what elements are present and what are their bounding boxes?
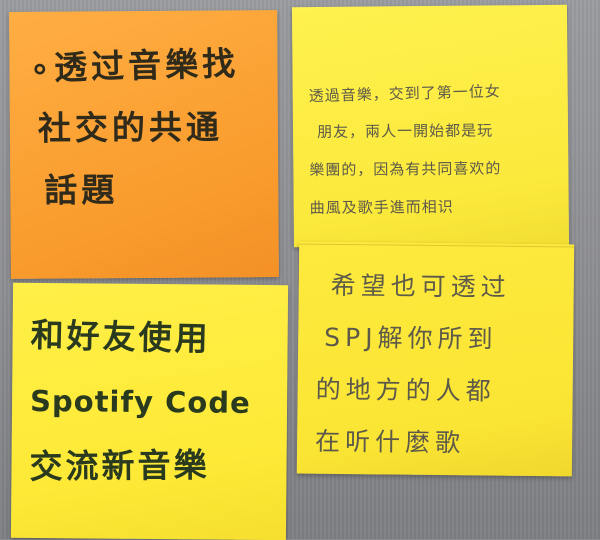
note-line: ∘透过音樂找: [28, 43, 240, 88]
note-line: SPJ解你所到: [324, 322, 498, 354]
sticky-note-orange: ∘透过音樂找 社交的共通 話題: [9, 10, 279, 279]
note-line: 交流新音樂: [29, 445, 210, 487]
sticky-note-yellow-right-bottom: 希望也可透过 SPJ解你所到 的地方的人都 在听什麼歌: [296, 241, 575, 477]
note-line: 樂團的，因為有共同喜欢的: [309, 159, 502, 180]
note-line: 的地方的人都: [315, 374, 496, 406]
note-line: 曲風及歌手進而相识: [309, 197, 454, 218]
note-line: 希望也可透过: [330, 270, 511, 302]
note-line: 話題: [44, 170, 119, 210]
note-line: 朋友，兩人一開始都是玩: [316, 121, 494, 141]
note-line: 在听什麼歌: [314, 426, 466, 458]
note-line: 透過音樂，交到了第一位女: [308, 82, 501, 106]
note-line: 社交的共通: [37, 107, 224, 148]
note-fold-line: [299, 243, 575, 248]
note-line: Spotify Code: [29, 383, 251, 420]
note-line: 和好友使用: [30, 315, 212, 359]
sticky-note-yellow-right-top: 透過音樂，交到了第一位女 朋友，兩人一開始都是玩 樂團的，因為有共同喜欢的 曲風…: [291, 4, 570, 248]
sticky-note-yellow-left: 和好友使用 Spotify Code 交流新音樂: [10, 282, 289, 540]
